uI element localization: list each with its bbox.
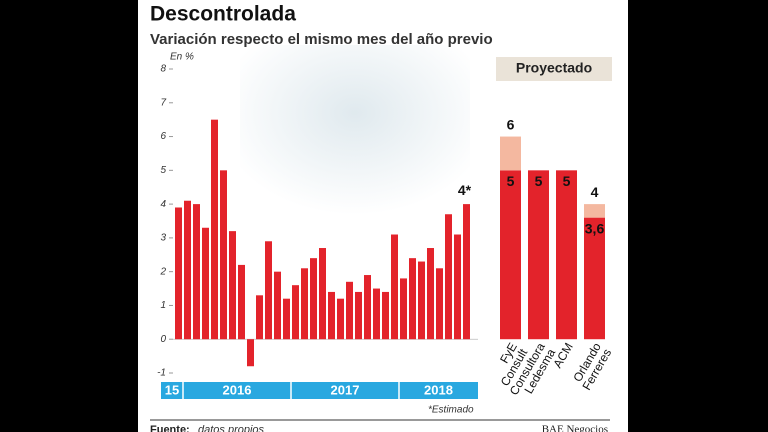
y-tick-label: 4 (160, 199, 166, 210)
bar (292, 285, 299, 340)
bar (211, 119, 218, 340)
bar (202, 227, 209, 340)
bar (319, 248, 326, 340)
y-tick-label: 6 (160, 131, 166, 142)
bar (436, 268, 443, 340)
bar (427, 248, 434, 340)
bar (364, 275, 371, 340)
bar (400, 278, 407, 340)
bar (373, 288, 380, 340)
y-tick-label: -1 (157, 368, 166, 379)
background-photo (240, 45, 470, 215)
projection-box (496, 57, 612, 81)
value-label: 6 (507, 116, 515, 132)
y-tick-label: 1 (160, 300, 166, 311)
projection-title: Proyectado (516, 60, 592, 76)
bar (391, 234, 398, 340)
value-label: 4* (458, 182, 472, 198)
bar (175, 207, 182, 340)
bar (409, 258, 416, 340)
year-label: 2017 (331, 382, 360, 397)
y-tick-label: 2 (159, 266, 166, 277)
bar (328, 291, 335, 340)
bar (184, 200, 191, 340)
source-label: Fuente: (150, 424, 190, 432)
chart-subtitle: Variación respecto el mismo mes del año … (150, 31, 493, 48)
bar (238, 264, 245, 340)
value-label: 5 (563, 173, 571, 189)
bar (445, 214, 452, 340)
bar (283, 298, 290, 340)
chart-title: Descontrolada (150, 3, 296, 26)
year-segment (291, 382, 399, 399)
bar (229, 231, 236, 340)
y-tick-label: 5 (160, 165, 166, 176)
bar (256, 295, 263, 340)
bar (337, 298, 344, 340)
bar (310, 258, 317, 340)
bar (301, 268, 308, 340)
brand: BAE Negocios (542, 424, 608, 432)
year-segment (399, 382, 478, 399)
projection-bar (528, 170, 549, 340)
projection-range (500, 136, 521, 171)
year-segment (183, 382, 291, 399)
bar (247, 339, 254, 367)
year-label: 2016 (223, 382, 252, 397)
bar (382, 291, 389, 340)
bar (265, 241, 272, 340)
bar (346, 281, 353, 340)
bar (418, 261, 425, 340)
note: *Estimado (428, 405, 474, 416)
bar (463, 204, 470, 340)
unit-label: En % (170, 52, 194, 63)
y-tick-label: 3 (160, 233, 166, 244)
value-label: 5 (507, 173, 515, 189)
projection-bar (584, 217, 605, 340)
source: datos propios (198, 424, 265, 432)
y-tick-label: 0 (160, 334, 166, 345)
projection-bar (556, 170, 577, 340)
bar (454, 234, 461, 340)
bar (274, 271, 281, 340)
year-label: 15 (165, 382, 179, 397)
y-tick-label: 8 (160, 64, 166, 75)
projection-bar (500, 170, 521, 340)
year-segment (161, 382, 183, 399)
value-label: 4 (591, 184, 599, 200)
value-label: 5 (535, 173, 543, 189)
bar (355, 291, 362, 340)
bar (193, 204, 200, 340)
value-label: 3,6 (585, 220, 605, 236)
bar (220, 170, 227, 340)
year-label: 2018 (424, 382, 453, 397)
y-tick-label: 7 (160, 97, 166, 108)
projection-range (584, 204, 605, 218)
